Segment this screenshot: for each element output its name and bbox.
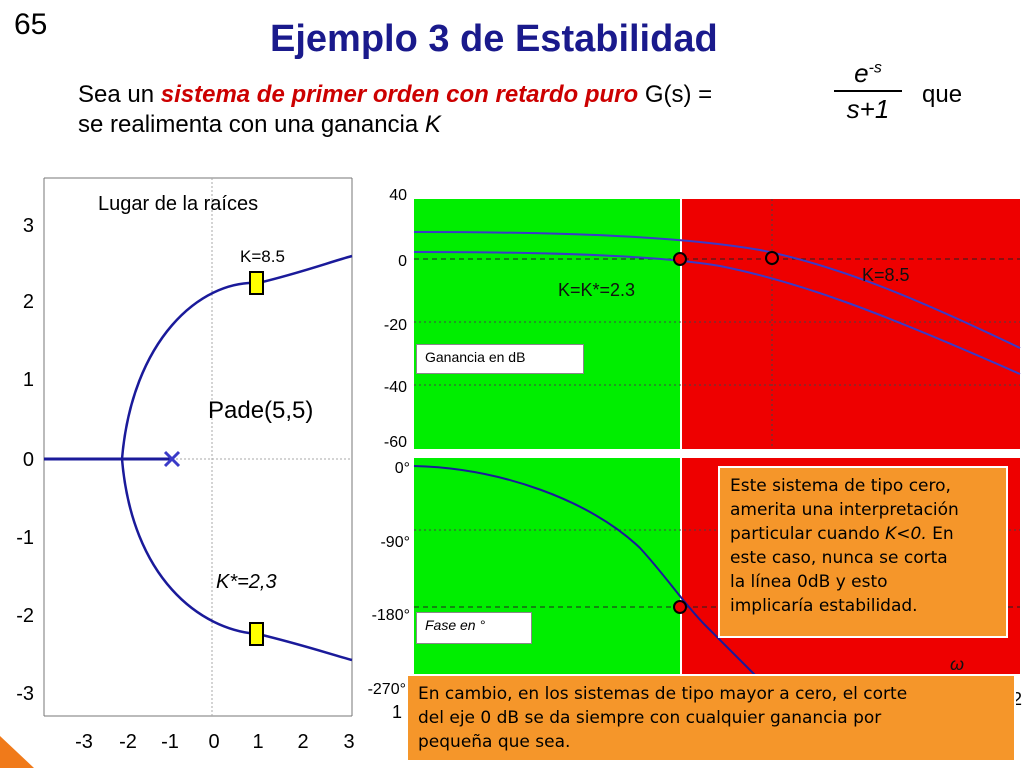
gain-label-box: Ganancia en dB: [416, 344, 584, 374]
rl-ytick-m2: -2: [16, 605, 34, 627]
note-type-nonzero-l3: pequeña que sea.: [418, 732, 571, 752]
bode-crossover-marker-k23: [673, 252, 687, 266]
tf-fraction-bar: [834, 90, 902, 92]
bode-partial-tick-right: 2: [1012, 689, 1022, 709]
bode-phase-crossover-marker: [673, 600, 687, 614]
phase-label-box: Fase en °: [416, 612, 532, 644]
note-type-zero-l5: la línea 0dB y esto: [730, 572, 888, 592]
bode-phase-curve: [413, 465, 761, 681]
bode-mag-tick-m20: -20: [384, 317, 407, 334]
note-type-zero-l6: implicaría estabilidad.: [730, 596, 918, 616]
root-locus-plot: Lugar de la raíces K=8.5 Pade(5,5) K*=2,…: [16, 177, 355, 753]
bode-phase-tick-m90: -90°: [380, 534, 410, 551]
note-type-zero-l1: Este sistema de tipo cero,: [730, 476, 951, 496]
tf-denominator: s+1: [846, 94, 890, 124]
note-type-zero-l2: amerita una interpretación: [730, 500, 959, 520]
bode-mag-curve-k85: [413, 231, 1021, 349]
transfer-function: e-s s+1: [832, 58, 904, 130]
bode-mag-tick-m60: -60: [384, 434, 407, 451]
rl-xtick-1: 1: [252, 731, 263, 753]
slide-number: 65: [14, 8, 48, 41]
bode-mag-unstable-region: [682, 199, 1020, 449]
intro-part2: G(s) =: [638, 81, 713, 108]
intro-part3: que: [922, 81, 963, 108]
rl-xtick-2: 2: [297, 731, 308, 753]
rl-xtick-m2: -2: [119, 731, 137, 753]
rl-ytick-m1: -1: [16, 527, 34, 549]
note-type-zero-cond: K<0.: [885, 524, 927, 544]
tf-numerator: e-s: [854, 58, 882, 88]
bode-label-k-critical: K=K*=2.3: [558, 280, 635, 300]
rl-xtick-3: 3: [343, 731, 354, 753]
bode-mag-curve-k23: [413, 251, 1021, 375]
note-type-nonzero-l2: del eje 0 dB se da siempre con cualquier…: [418, 708, 882, 728]
rl-ytick-2: 2: [23, 291, 34, 313]
intro-highlight: sistema de primer orden con retardo puro: [160, 81, 639, 108]
open-loop-pole-marker: [163, 450, 181, 468]
rl-xtick-m1: -1: [161, 731, 179, 753]
rl-xtick-0: 0: [208, 731, 219, 753]
intro-line-1: Sea un sistema de primer orden con retar…: [78, 80, 1018, 110]
bode-label-k-high: K=8.5: [862, 265, 910, 285]
bode-mag-tick-m40: -40: [384, 379, 407, 396]
rl-upper-branch: [120, 254, 353, 460]
bode-phase-tick-m270: -270°: [368, 681, 406, 698]
intro-line2-var: K: [424, 111, 441, 138]
slide-title: Ejemplo 3 de Estabilidad: [270, 18, 718, 60]
note-type-zero-l4: este caso, nunca se corta: [730, 548, 948, 568]
intro-line-2: se realimenta con una ganancia K: [78, 110, 1018, 140]
rl-label-k-upper: K=8.5: [240, 247, 285, 266]
rl-ytick-3: 3: [23, 215, 34, 237]
note-type-nonzero: En cambio, en los sistemas de tipo mayor…: [406, 674, 1016, 762]
rl-label-pade: Pade(5,5): [208, 397, 313, 424]
rl-title: Lugar de la raíces: [98, 193, 258, 215]
bode-plot: 40 0 -20 -40 -60 0° -90° -180° -270° K=K…: [368, 187, 1022, 722]
rl-xtick-m3: -3: [75, 731, 93, 753]
rl-ytick-1: 1: [23, 369, 34, 391]
bode-mag-tick-0: 0: [398, 253, 407, 270]
intro-part1: Sea un: [78, 81, 161, 108]
bode-phase-tick-0: 0°: [395, 460, 410, 477]
rl-label-k-lower: K*=2,3: [216, 571, 277, 593]
intro-line2: se realimenta con una ganancia: [78, 111, 425, 138]
rl-ytick-m3: -3: [16, 683, 34, 705]
bode-partial-tick-left: 1: [392, 702, 402, 722]
note-type-zero-l3: particular cuando K<0. En: [730, 524, 954, 544]
phase-label-text: Fase en °: [425, 617, 486, 633]
bode-mag-stable-region: [414, 199, 680, 449]
rl-ytick-0: 0: [23, 449, 34, 471]
rl-lower-branch: [120, 458, 353, 662]
corner-decoration: [0, 736, 34, 768]
bode-omega-label: ω: [950, 654, 964, 674]
bode-mag-tick-40: 40: [389, 187, 407, 204]
note-type-nonzero-l1: En cambio, en los sistemas de tipo mayor…: [418, 684, 908, 704]
marker-k-upper: [249, 271, 264, 295]
intro-text: Sea un sistema de primer orden con retar…: [78, 80, 1018, 140]
bode-crossover-marker-k85: [765, 251, 779, 265]
bode-phase-tick-m180: -180°: [372, 607, 410, 624]
note-type-zero: Este sistema de tipo cero, amerita una i…: [718, 466, 1008, 638]
marker-k-lower: [249, 622, 264, 646]
